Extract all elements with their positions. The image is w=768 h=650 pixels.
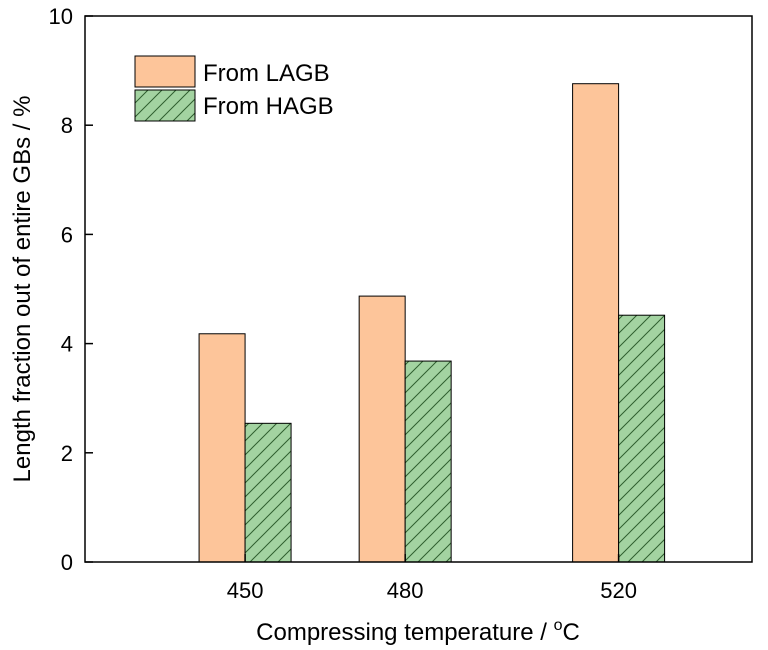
y-tick-label: 8: [61, 113, 73, 138]
legend-label-hagb: From HAGB: [203, 93, 334, 120]
bar-lagb-520: [572, 83, 620, 563]
y-axis-ticks: 0 2 4 6 8 10: [49, 4, 93, 575]
y-tick-label: 4: [61, 332, 73, 357]
y-axis-label: Length fraction out of entire GBs / %: [9, 96, 36, 483]
x-axis-label-superscript: o: [554, 617, 563, 634]
bar-hagb-480: [404, 360, 452, 563]
y-tick-label: 10: [49, 4, 73, 29]
x-tick-label: 450: [227, 578, 264, 603]
bar-lagb-480: [358, 295, 406, 563]
bars-group: [198, 83, 666, 563]
legend-swatch-hagb: [134, 89, 196, 122]
x-axis-label-unit: C: [563, 619, 580, 646]
x-tick-label: 480: [387, 578, 424, 603]
bar-hagb-520: [618, 314, 666, 563]
x-axis-label-text: Compressing temperature /: [256, 619, 553, 646]
bar-lagb-450: [198, 333, 246, 563]
x-tick-label: 520: [600, 578, 637, 603]
plot-frame: [84, 15, 753, 563]
legend-label-lagb: From LAGB: [203, 60, 330, 87]
legend: From LAGB From HAGB: [134, 55, 334, 122]
x-axis-ticks: 450 480 520: [227, 554, 637, 603]
y-tick-label: 0: [61, 550, 73, 575]
legend-swatch-lagb: [134, 55, 196, 88]
bar-hagb-450: [244, 422, 292, 563]
y-tick-label: 6: [61, 222, 73, 247]
y-tick-label: 2: [61, 441, 73, 466]
x-axis-label: Compressing temperature / oC: [256, 617, 580, 646]
